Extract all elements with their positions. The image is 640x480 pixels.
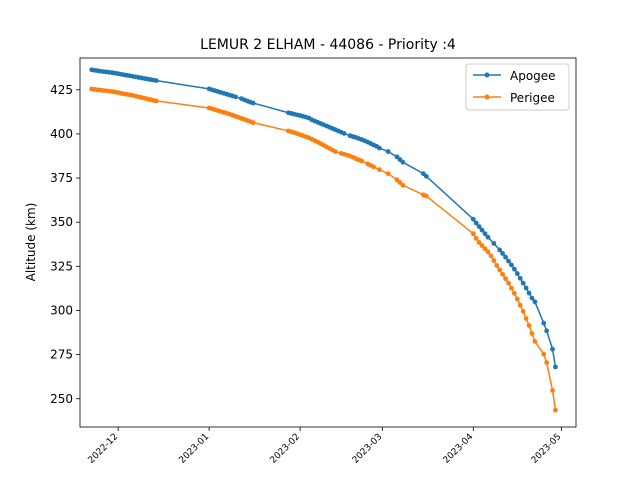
data-point-perigee bbox=[359, 158, 365, 164]
data-point-perigee bbox=[529, 331, 535, 336]
data-point-perigee bbox=[523, 316, 529, 321]
data-point-apogee bbox=[341, 130, 347, 136]
data-point-apogee bbox=[503, 254, 508, 260]
y-tick-label: 350 bbox=[50, 215, 73, 229]
y-tick-label: 250 bbox=[50, 392, 73, 406]
data-point-perigee bbox=[550, 388, 555, 393]
data-point-perigee bbox=[332, 149, 338, 154]
chart-title: LEMUR 2 ELHAM - 44086 - Priority :4 bbox=[200, 37, 456, 53]
data-point-perigee bbox=[553, 407, 558, 413]
data-point-perigee bbox=[153, 98, 159, 104]
data-point-perigee bbox=[250, 120, 256, 126]
data-point-perigee bbox=[423, 193, 429, 199]
data-point-perigee bbox=[514, 296, 520, 302]
data-point-perigee bbox=[385, 171, 391, 177]
y-tick-label: 275 bbox=[50, 348, 73, 362]
data-point-perigee bbox=[476, 240, 482, 245]
data-point-perigee bbox=[526, 323, 532, 328]
legend-apogee-marker bbox=[484, 72, 490, 78]
data-point-perigee bbox=[532, 338, 538, 344]
legend-apogee-label: Apogee bbox=[510, 69, 556, 83]
data-point-perigee bbox=[544, 360, 550, 365]
data-point-perigee bbox=[376, 167, 382, 172]
data-point-apogee bbox=[473, 220, 479, 226]
data-point-apogee bbox=[509, 262, 514, 268]
legend-perigee-label: Perigee bbox=[510, 91, 555, 105]
data-point-apogee bbox=[553, 364, 558, 370]
data-point-apogee bbox=[485, 234, 491, 240]
data-point-perigee bbox=[509, 285, 514, 291]
data-point-perigee bbox=[494, 263, 500, 268]
data-point-apogee bbox=[491, 240, 497, 246]
data-point-apogee bbox=[526, 290, 532, 296]
data-point-apogee bbox=[250, 100, 256, 106]
data-point-perigee bbox=[400, 182, 406, 188]
data-point-perigee bbox=[541, 351, 547, 357]
data-point-apogee bbox=[423, 173, 429, 179]
data-point-perigee bbox=[371, 164, 376, 170]
data-point-perigee bbox=[482, 246, 488, 252]
y-tick-label: 375 bbox=[50, 171, 73, 185]
data-point-apogee bbox=[476, 224, 482, 230]
data-point-apogee bbox=[550, 346, 555, 352]
data-point-apogee bbox=[520, 280, 526, 286]
data-point-apogee bbox=[529, 295, 535, 301]
legend: Apogee Perigee bbox=[465, 63, 570, 111]
y-tick-label: 300 bbox=[50, 303, 73, 317]
axes-frame bbox=[79, 57, 577, 428]
data-point-perigee bbox=[488, 253, 494, 259]
y-tick-label: 425 bbox=[50, 83, 73, 97]
data-point-perigee bbox=[503, 276, 508, 282]
data-point-perigee bbox=[506, 280, 511, 286]
data-point-perigee bbox=[500, 271, 506, 277]
data-point-perigee bbox=[485, 249, 491, 255]
data-point-apogee bbox=[470, 216, 476, 222]
data-point-apogee bbox=[400, 159, 406, 165]
data-point-perigee bbox=[470, 231, 476, 237]
data-point-apogee bbox=[511, 266, 517, 272]
data-point-perigee bbox=[511, 290, 517, 296]
data-point-apogee bbox=[544, 328, 550, 334]
data-point-perigee bbox=[491, 258, 497, 263]
data-point-perigee bbox=[473, 236, 479, 241]
legend-perigee-marker bbox=[484, 94, 490, 100]
data-point-apogee bbox=[376, 145, 382, 151]
data-point-apogee bbox=[506, 258, 511, 264]
data-point-apogee bbox=[541, 320, 547, 326]
data-point-perigee bbox=[497, 267, 503, 273]
data-point-apogee bbox=[514, 271, 520, 276]
data-point-perigee bbox=[479, 243, 485, 248]
y-tick-label: 400 bbox=[50, 127, 73, 141]
y-axis-label: Altitude (km) bbox=[24, 203, 38, 282]
data-point-perigee bbox=[517, 302, 523, 308]
data-point-apogee bbox=[153, 78, 159, 83]
data-point-apogee bbox=[385, 149, 391, 154]
data-point-apogee bbox=[479, 227, 485, 233]
axes-background bbox=[80, 58, 576, 427]
data-point-apogee bbox=[482, 231, 488, 237]
data-point-apogee bbox=[517, 275, 523, 281]
data-point-apogee bbox=[523, 285, 529, 291]
y-tick-label: 325 bbox=[50, 259, 73, 273]
data-point-apogee bbox=[500, 251, 506, 256]
data-point-apogee bbox=[497, 247, 503, 253]
data-point-perigee bbox=[520, 308, 526, 314]
data-point-apogee bbox=[532, 299, 538, 305]
data-point-apogee bbox=[233, 94, 238, 100]
